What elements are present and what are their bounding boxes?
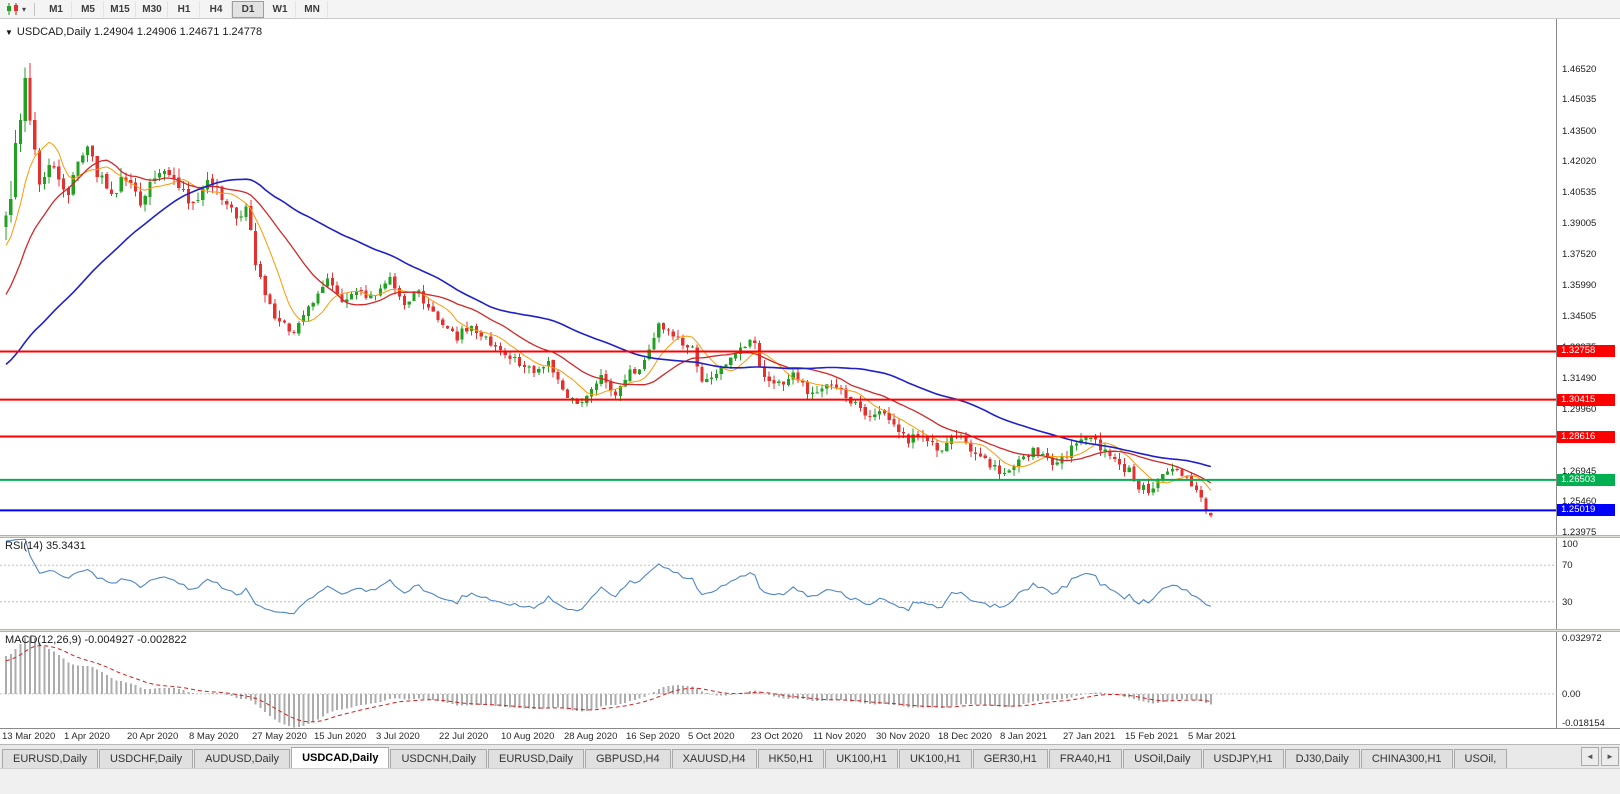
time-axis[interactable]: 13 Mar 2020 1 Apr 2020 20 Apr 2020 8 May 20… bbox=[0, 728, 1620, 744]
chart-tab-bar: EURUSD,Daily USDCHF,Daily AUDUSD,Daily USDC… bbox=[0, 744, 1620, 768]
chart-tab-uk100-h1-10[interactable]: UK100,H1 bbox=[898, 749, 972, 768]
chart-tab-audusd-daily-2[interactable]: AUDUSD,Daily bbox=[194, 749, 291, 768]
date-label: 8 May 2020 bbox=[189, 731, 239, 742]
rsi-axis-label: 100 bbox=[1562, 539, 1578, 550]
date-label: 8 Jan 2021 bbox=[1000, 731, 1048, 742]
period-button-m1[interactable]: M1 bbox=[40, 0, 73, 18]
price-tick-label: 1.43500 bbox=[1562, 126, 1597, 137]
date-label: 13 Mar 2020 bbox=[2, 731, 56, 742]
chart-tab-usoil--17[interactable]: USOil, bbox=[1453, 749, 1508, 768]
date-label: 18 Dec 2020 bbox=[938, 731, 992, 742]
rsi-axis-label: 70 bbox=[1562, 560, 1573, 571]
toolbar-separator bbox=[34, 2, 36, 16]
chart-tab-fra40-h1-12[interactable]: FRA40,H1 bbox=[1048, 749, 1123, 768]
date-label: 15 Jun 2020 bbox=[314, 731, 367, 742]
period-button-h1[interactable]: H1 bbox=[168, 0, 201, 18]
period-button-h4[interactable]: H4 bbox=[200, 0, 233, 18]
date-label: 5 Mar 2021 bbox=[1188, 731, 1237, 742]
price-tick-label: 1.34505 bbox=[1562, 311, 1597, 322]
date-label: 23 Oct 2020 bbox=[751, 731, 803, 742]
rsi-axis-label: 30 bbox=[1562, 597, 1573, 608]
price-tick-label: 1.35990 bbox=[1562, 280, 1597, 291]
pane-splitter-rsi[interactable] bbox=[0, 535, 1620, 538]
date-label: 5 Oct 2020 bbox=[688, 731, 735, 742]
period-button-w1[interactable]: W1 bbox=[264, 0, 297, 18]
hline-price-label: 1.26503 bbox=[1557, 474, 1615, 486]
date-label: 10 Aug 2020 bbox=[501, 731, 555, 742]
pane-splitter-macd[interactable] bbox=[0, 629, 1620, 632]
price-tick-label: 1.42020 bbox=[1562, 156, 1597, 167]
date-label: 30 Nov 2020 bbox=[876, 731, 930, 742]
chart-tab-xauusd-h4-7[interactable]: XAUUSD,H4 bbox=[671, 749, 757, 768]
price-tick-label: 1.37520 bbox=[1562, 249, 1597, 260]
price-tick-label: 1.25460 bbox=[1562, 496, 1597, 507]
date-label: 11 Nov 2020 bbox=[813, 731, 867, 742]
date-label: 1 Apr 2020 bbox=[64, 731, 110, 742]
chart-tab-dj30-daily-15[interactable]: DJ30,Daily bbox=[1284, 749, 1360, 768]
chart-tab-eurusd-daily-0[interactable]: EURUSD,Daily bbox=[2, 749, 98, 768]
status-bar bbox=[0, 768, 1620, 794]
tabs-scroll-right-icon[interactable]: ► bbox=[1601, 747, 1619, 766]
date-label: 16 Sep 2020 bbox=[626, 731, 680, 742]
chart-tab-uk100-h1-9[interactable]: UK100,H1 bbox=[825, 749, 898, 768]
period-button-m15[interactable]: M15 bbox=[104, 0, 137, 18]
tab-scrollers: ◄ ► bbox=[1577, 747, 1619, 766]
price-tick-label: 1.45035 bbox=[1562, 94, 1597, 105]
collapse-triangle-icon[interactable]: ▼ bbox=[5, 28, 13, 37]
macd-canvas[interactable] bbox=[0, 632, 1556, 728]
date-label: 27 Jan 2021 bbox=[1063, 731, 1116, 742]
price-tick-label: 1.46520 bbox=[1562, 64, 1597, 75]
price-tick-label: 1.40535 bbox=[1562, 187, 1597, 198]
macd-axis-label: -0.018154 bbox=[1562, 718, 1605, 729]
macd-axis-label: 0.032972 bbox=[1562, 633, 1602, 644]
price-tick-label: 1.29960 bbox=[1562, 404, 1597, 415]
period-button-mn[interactable]: MN bbox=[296, 0, 329, 18]
tabs-scroll-left-icon[interactable]: ◄ bbox=[1581, 747, 1599, 766]
chart-tab-usoil-daily-13[interactable]: USOil,Daily bbox=[1123, 749, 1202, 768]
date-label: 22 Jul 2020 bbox=[439, 731, 489, 742]
price-axis[interactable]: 1.46520 1.45035 1.43500 1.42020 1.40535 1.390… bbox=[1556, 19, 1620, 729]
chart-tab-ger30-h1-11[interactable]: GER30,H1 bbox=[972, 749, 1048, 768]
period-buttons-group: M1 M5 M15 M30 H1 H4 D1 W1 MN bbox=[40, 0, 329, 18]
hline-price-label: 1.28616 bbox=[1557, 431, 1615, 443]
chart-type-dropdown-caret-icon[interactable]: ▾ bbox=[22, 4, 27, 14]
date-label: 28 Aug 2020 bbox=[564, 731, 618, 742]
macd-label: MACD(12,26,9) -0.004927 -0.002822 bbox=[5, 634, 187, 646]
price-tick-label: 1.31490 bbox=[1562, 373, 1597, 384]
candlestick-chart-icon[interactable] bbox=[4, 2, 22, 17]
chart-tab-china300-h1-16[interactable]: CHINA300,H1 bbox=[1360, 749, 1453, 768]
rsi-canvas[interactable] bbox=[0, 538, 1556, 629]
chart-ohlc-label: USDCAD,Daily 1.24904 1.24906 1.24671 1.2… bbox=[16, 26, 263, 38]
period-button-m30[interactable]: M30 bbox=[136, 0, 169, 18]
candlestick-glyph bbox=[7, 3, 18, 15]
timeframe-toolbar: ▾ M1 M5 M15 M30 H1 H4 D1 W1 MN bbox=[0, 0, 1620, 19]
chart-tab-hk50-h1-8[interactable]: HK50,H1 bbox=[757, 749, 825, 768]
price-tick-label: 1.26945 bbox=[1562, 466, 1597, 477]
hline-price-label: 1.32758 bbox=[1557, 345, 1615, 357]
price-chart-canvas[interactable] bbox=[0, 19, 1556, 535]
hline-price-label: 1.25019 bbox=[1557, 504, 1615, 516]
date-label: 3 Jul 2020 bbox=[376, 731, 420, 742]
hline-price-label: 1.30415 bbox=[1557, 394, 1615, 406]
period-button-m5[interactable]: M5 bbox=[72, 0, 105, 18]
chart-tab-usdcnh-daily-4[interactable]: USDCNH,Daily bbox=[390, 749, 488, 768]
date-label: 20 Apr 2020 bbox=[127, 731, 179, 742]
chart-tab-gbpusd-h4-6[interactable]: GBPUSD,H4 bbox=[585, 749, 671, 768]
chart-tab-usdjpy-h1-14[interactable]: USDJPY,H1 bbox=[1202, 749, 1284, 768]
chart-tab-usdchf-daily-1[interactable]: USDCHF,Daily bbox=[98, 749, 194, 768]
chart-title: ▼ USDCAD,Daily 1.24904 1.24906 1.24671 1.… bbox=[5, 26, 262, 38]
chart-tab-eurusd-daily-5[interactable]: EURUSD,Daily bbox=[488, 749, 584, 768]
rsi-label: RSI(14) 35.3431 bbox=[5, 540, 86, 552]
chart-tab-usdcad-daily-3[interactable]: USDCAD,Daily bbox=[291, 747, 390, 768]
chart-tabs: EURUSD,Daily USDCHF,Daily AUDUSD,Daily USDC… bbox=[2, 747, 1578, 768]
price-tick-label: 1.39005 bbox=[1562, 218, 1597, 229]
chart-region: ▼ USDCAD,Daily 1.24904 1.24906 1.24671 1.… bbox=[0, 19, 1620, 744]
price-tick-label: 1.23975 bbox=[1562, 527, 1597, 538]
date-label: 27 May 2020 bbox=[252, 731, 307, 742]
period-button-d1[interactable]: D1 bbox=[232, 0, 265, 18]
date-label: 15 Feb 2021 bbox=[1125, 731, 1179, 742]
macd-axis-label: 0.00 bbox=[1562, 689, 1581, 700]
